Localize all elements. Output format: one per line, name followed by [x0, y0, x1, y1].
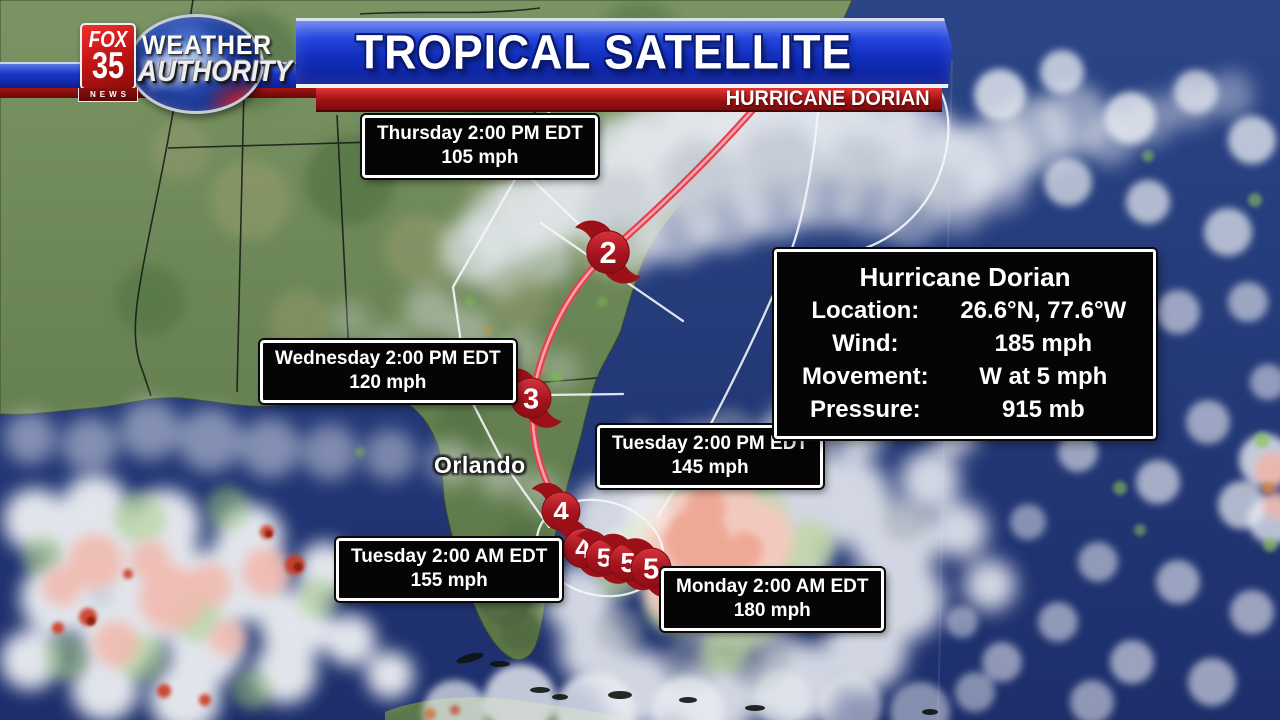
marker-cat-5a: 5 — [575, 529, 633, 585]
forecast-label-monday-2am: Monday 2:00 AM EDT 180 mph — [661, 568, 884, 631]
forecast-wind: 105 mph — [441, 147, 519, 168]
fox-logo-channel: 35 — [91, 45, 125, 86]
scattered-clouds-atlantic — [423, 50, 1280, 720]
storm-name: Hurricane Dorian — [859, 262, 1071, 292]
info-label-wind: Wind: — [832, 330, 899, 357]
forecast-label-tuesday-2am: Tuesday 2:00 AM EDT 155 mph — [336, 538, 563, 601]
forecast-time: Wednesday 2:00 PM EDT — [275, 348, 501, 369]
forecast-wind: 180 mph — [733, 600, 811, 621]
svg-text:5: 5 — [643, 553, 659, 585]
marker-cat-5c: 5 — [619, 537, 683, 599]
forecast-time: Monday 2:00 AM EDT — [676, 576, 869, 597]
brand-weather-text: WEATHER — [142, 30, 273, 60]
islands — [456, 652, 938, 715]
fox-35-logo: FOX 35 — [80, 23, 136, 90]
forecast-label-thursday-2pm: Thursday 2:00 PM EDT 105 mph — [362, 115, 598, 178]
svg-text:5: 5 — [597, 542, 612, 572]
svg-text:3: 3 — [523, 383, 539, 415]
marker-cat-2: 2 — [574, 219, 642, 285]
forecast-wind: 145 mph — [671, 457, 749, 478]
forecast-wind: 155 mph — [410, 570, 488, 591]
weather-authority-globe-icon — [128, 14, 264, 114]
forecast-label-wednesday-2pm: Wednesday 2:00 PM EDT 120 mph — [260, 340, 516, 403]
info-value-location: 26.6°N, 77.6°W — [960, 297, 1127, 324]
forecast-time: Tuesday 2:00 AM EDT — [351, 546, 548, 567]
fox-logo-news-text: NEWS — [90, 90, 130, 99]
info-label-movement: Movement: — [801, 363, 929, 390]
info-value-pressure: 915 mb — [1001, 396, 1085, 423]
forecast-wind: 120 mph — [349, 372, 427, 393]
info-label-location: Location: — [811, 297, 920, 324]
storm-info-panel: Hurricane Dorian Location: 26.6°N, 77.6°… — [772, 247, 1158, 441]
info-label-pressure: Pressure: — [809, 396, 921, 423]
forecast-time: Tuesday 2:00 PM EDT — [612, 433, 809, 454]
subtitle-banner: HURRICANE DORIAN — [316, 87, 942, 112]
forecast-time: Thursday 2:00 PM EDT — [377, 123, 583, 144]
info-value-wind: 185 mph — [994, 330, 1092, 357]
marker-cat-3: 3 — [499, 367, 563, 429]
info-value-movement: W at 5 mph — [979, 363, 1108, 390]
brand-authority-text: AUTHORITY — [138, 55, 292, 88]
track-markers: 2 3 4 4 5 5 5 — [499, 219, 683, 599]
city-label-orlando: Orlando — [434, 452, 526, 478]
fox-logo-news-band: NEWS — [78, 88, 138, 102]
banner-subtitle: HURRICANE DORIAN — [726, 87, 930, 110]
gulf-storm-clouds — [0, 474, 414, 720]
fox-logo-network: FOX — [88, 26, 128, 52]
banner-title: TROPICAL SATELLITE — [356, 26, 853, 79]
title-banner: TROPICAL SATELLITE — [296, 18, 952, 88]
svg-text:2: 2 — [599, 235, 616, 270]
